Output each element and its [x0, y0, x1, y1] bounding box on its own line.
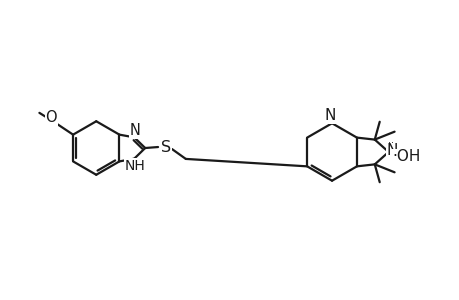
Text: N: N [129, 123, 140, 138]
Text: ·OH: ·OH [392, 149, 420, 164]
Text: O: O [45, 110, 57, 125]
Text: S: S [161, 140, 171, 154]
Text: N: N [324, 108, 335, 123]
Text: ··: ·· [387, 138, 393, 148]
Text: NH: NH [125, 159, 146, 172]
Text: N: N [386, 142, 397, 158]
